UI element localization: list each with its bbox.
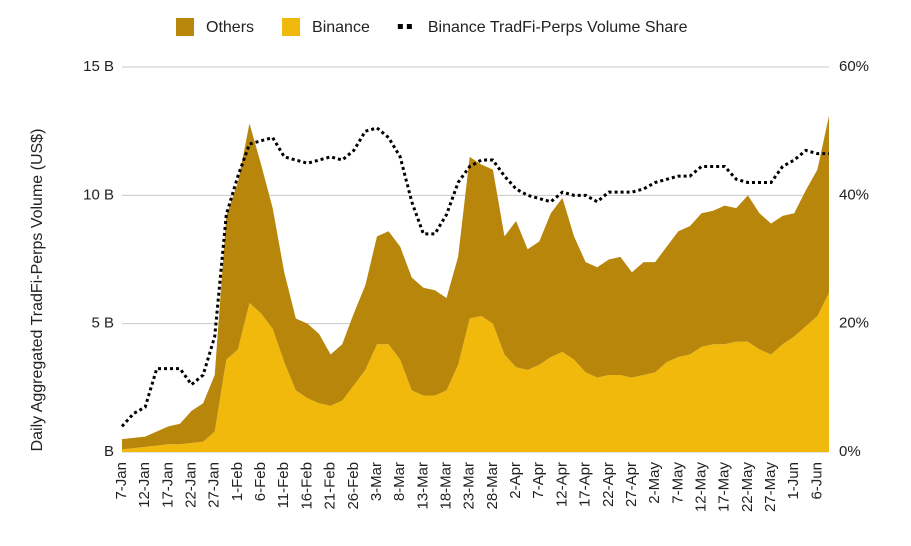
x-tick-label: 22-May xyxy=(739,462,756,513)
x-tick-label: 12-Jan xyxy=(136,462,153,508)
y-axis-title: Daily Aggregated TradFi-Perps Volume (US… xyxy=(29,129,46,452)
x-tick-label: 11-Feb xyxy=(275,462,292,508)
x-tick-label: 21-Feb xyxy=(322,462,339,510)
x-tick-label: 6-Jun xyxy=(808,462,825,500)
share-line xyxy=(120,126,829,428)
x-tick-label: 8-Mar xyxy=(391,462,408,501)
x-tick-label: 13-Mar xyxy=(414,462,431,510)
x-tick-label: 1-Jun xyxy=(785,462,802,500)
x-tick-label: 12-Apr xyxy=(553,462,570,507)
y-tick-label: 5 B xyxy=(91,315,114,332)
x-tick-label: 2-Apr xyxy=(507,462,524,499)
x-tick-label: 2-May xyxy=(646,462,663,504)
x-tick-label: 7-Jan xyxy=(113,462,130,500)
legend-label: Others xyxy=(206,19,254,36)
x-tick-label: 27-Apr xyxy=(623,462,640,507)
x-tick-label: 16-Feb xyxy=(298,462,315,510)
x-tick-label: 17-Jan xyxy=(159,462,176,508)
legend-swatch xyxy=(406,24,412,29)
x-tick-label: 7-May xyxy=(669,462,686,504)
x-tick-label: 26-Feb xyxy=(345,462,362,510)
x-tick-label: 22-Jan xyxy=(183,462,200,508)
legend-label: Binance xyxy=(312,19,370,36)
x-tick-label: 18-Mar xyxy=(437,462,454,510)
x-tick-label: 22-Apr xyxy=(600,462,617,507)
x-tick-label: 27-Jan xyxy=(206,462,223,508)
x-tick-label: 1-Feb xyxy=(229,462,246,501)
x-tick-label: 28-Mar xyxy=(484,462,501,510)
legend-swatch xyxy=(282,18,301,36)
x-tick-label: 17-May xyxy=(716,462,733,513)
legend-label: Binance TradFi-Perps Volume Share xyxy=(428,19,688,36)
y2-tick-label: 0% xyxy=(839,443,861,460)
y-tick-label: B xyxy=(104,443,114,460)
x-tick-label: 17-Apr xyxy=(577,462,594,507)
x-tick-label: 27-May xyxy=(762,462,779,513)
y2-tick-label: 20% xyxy=(839,315,869,332)
legend-swatch xyxy=(397,24,403,29)
x-tick-label: 12-May xyxy=(692,462,709,513)
area xyxy=(122,115,829,450)
area xyxy=(122,292,829,452)
y2-tick-label: 60% xyxy=(839,58,869,75)
x-tick-label: 3-Mar xyxy=(368,462,385,501)
y-tick-label: 10 B xyxy=(83,186,114,203)
y2-tick-label: 40% xyxy=(839,186,869,203)
legend-swatch xyxy=(176,18,194,36)
x-tick-label: 6-Feb xyxy=(252,462,269,501)
x-tick-label: 7-Apr xyxy=(530,462,547,499)
x-tick-label: 23-Mar xyxy=(461,462,478,510)
y-tick-label: 15 B xyxy=(83,58,114,75)
